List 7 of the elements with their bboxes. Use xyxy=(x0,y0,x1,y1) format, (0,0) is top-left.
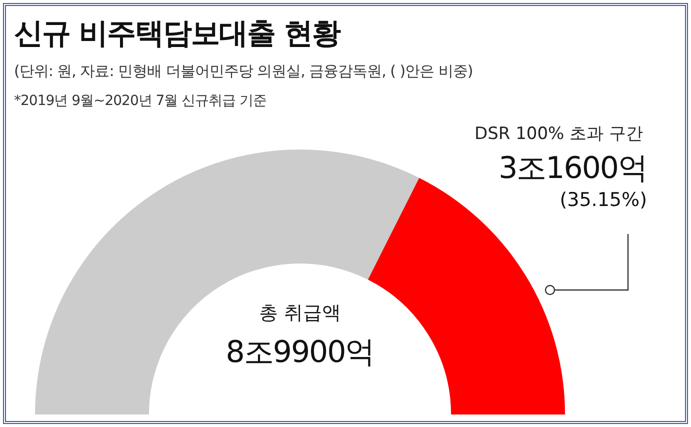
chart-subtitle: (단위: 원, 자료: 민형배 더불어민주당 의원실, 금융감독원, ( )안은 비중) xyxy=(14,62,473,81)
data-label: 3조1600억 (35.15%) xyxy=(498,150,647,211)
text: 총 취급액 xyxy=(258,301,342,326)
text: 8조9900억 xyxy=(224,334,376,372)
slice-label: DSR 100% 초과 구간 xyxy=(474,123,643,145)
chart-title: 신규 비주택담보대출 현황 xyxy=(14,15,340,52)
text: *2019년 9월~2020년 7월 신규취급 기준 xyxy=(14,92,267,110)
